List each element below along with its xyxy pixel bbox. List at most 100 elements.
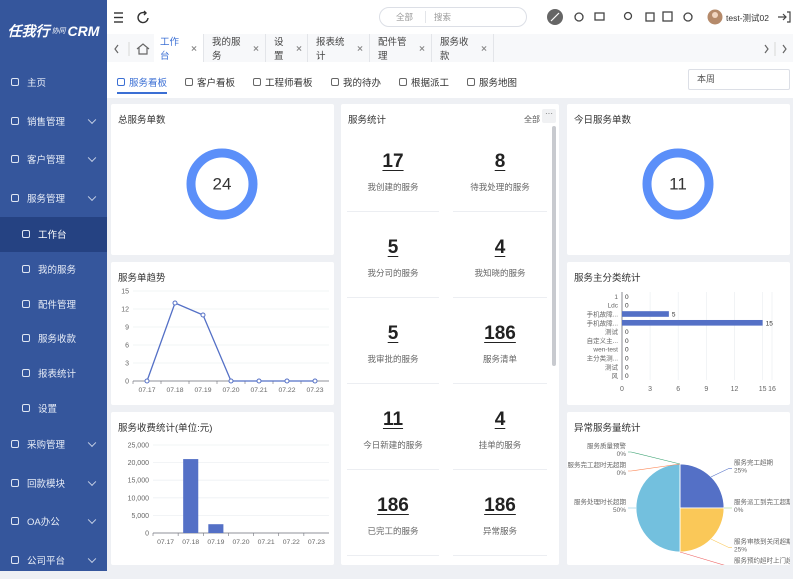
stat-value: 186 xyxy=(484,323,516,345)
stat-cell[interactable]: 186服务清单 xyxy=(453,305,547,384)
sub-nav-item[interactable]: 服务看板 xyxy=(117,72,167,94)
y-tick-label: 0 xyxy=(125,379,129,386)
nav-label: 工作台 xyxy=(38,227,67,241)
nav-subitem[interactable]: 我的服务 xyxy=(0,252,107,287)
header-icons[interactable] xyxy=(545,7,705,27)
x-tick-label: 07.17 xyxy=(157,539,174,546)
stats-filter[interactable]: 全部 xyxy=(524,114,540,125)
tab-close[interactable] xyxy=(191,45,197,51)
x-tick-label: 07.20 xyxy=(232,539,249,546)
stat-cell[interactable]: 8待我处理的服务 xyxy=(453,133,547,212)
nav-chevron xyxy=(88,554,96,562)
top-bar: 全部 搜索 test-测试02 xyxy=(107,0,793,35)
nav-item[interactable]: 销售管理 xyxy=(0,102,107,141)
avatar[interactable] xyxy=(707,9,723,25)
tab[interactable]: 工作台 xyxy=(154,34,204,62)
stat-cell[interactable]: 17我创建的服务 xyxy=(347,133,439,212)
x-tick-label: 07.18 xyxy=(166,387,183,394)
tab-close[interactable] xyxy=(253,45,259,51)
nav-icon xyxy=(11,117,19,125)
search-input[interactable]: 搜索 xyxy=(426,11,451,23)
nav-icon xyxy=(11,440,19,448)
stat-value: 4 xyxy=(495,409,506,431)
tab[interactable]: 服务收款 xyxy=(434,34,494,62)
y-tick-label: Ldc xyxy=(608,303,619,310)
slice-value-label: 25% xyxy=(734,467,747,474)
search-box[interactable]: 全部 搜索 xyxy=(379,7,527,27)
nav-subitem[interactable]: 报表统计 xyxy=(0,356,107,391)
sub-nav-label: 我的待办 xyxy=(343,75,381,89)
y-tick-label: 6 xyxy=(125,343,129,350)
stat-cell[interactable]: 5我审批的服务 xyxy=(347,305,439,384)
stat-value: 4 xyxy=(495,237,506,259)
x-tick-label: 0 xyxy=(620,386,624,393)
user-name[interactable]: test-测试02 xyxy=(726,12,769,24)
nav-item[interactable]: 客户管理 xyxy=(0,140,107,179)
nav-subitem[interactable]: 配件管理 xyxy=(0,286,107,321)
stat-cell[interactable]: 11今日新建的服务 xyxy=(347,391,439,470)
sidebar: 任我行 协同 CRM 主页销售管理客户管理服务管理工作台我的服务配件管理服务收款… xyxy=(0,0,107,571)
nav-icon xyxy=(11,517,19,525)
sub-nav-icon xyxy=(399,78,407,86)
more-button[interactable]: ··· xyxy=(542,109,556,123)
x-tick-label: 07.17 xyxy=(138,387,155,394)
nav-subitem[interactable]: 工作台 xyxy=(0,217,107,252)
tab-close[interactable] xyxy=(419,45,425,51)
value-label: 15 xyxy=(766,320,774,327)
y-tick-label: 20,000 xyxy=(128,460,150,467)
tab-close[interactable] xyxy=(481,45,487,51)
x-tick-label: 15 xyxy=(759,386,767,393)
stat-cell[interactable]: 4挂单的服务 xyxy=(453,391,547,470)
sub-nav-item[interactable]: 服务地图 xyxy=(467,72,517,92)
period-select[interactable]: 本周 xyxy=(688,69,790,90)
tab-label: 我的服务 xyxy=(212,34,248,62)
bar xyxy=(208,524,223,533)
sub-nav-item[interactable]: 客户看板 xyxy=(185,72,235,92)
stat-label: 已完工的服务 xyxy=(367,525,418,537)
tab[interactable]: 报表统计 xyxy=(310,34,370,62)
donut: 24 xyxy=(111,104,334,255)
tab-close[interactable] xyxy=(357,45,363,51)
nav-item[interactable]: 公司平台 xyxy=(0,541,107,579)
stat-cell[interactable]: 186异常服务 xyxy=(453,477,547,556)
tab[interactable]: 我的服务 xyxy=(206,34,266,62)
x-tick-label: 07.20 xyxy=(222,387,239,394)
nav-item[interactable]: 主页 xyxy=(0,63,107,102)
value-label: 0 xyxy=(625,303,629,310)
tab[interactable]: 设置 xyxy=(268,34,308,62)
y-tick-label: 10,000 xyxy=(128,495,150,502)
nav-item[interactable]: 服务管理 xyxy=(0,179,107,218)
x-tick-label: 6 xyxy=(676,386,680,393)
nav-label: 服务管理 xyxy=(27,191,65,205)
x-tick-label: 07.22 xyxy=(283,539,300,546)
nav-subitem[interactable]: 服务收款 xyxy=(0,321,107,356)
label-line xyxy=(628,464,680,471)
sub-nav-item[interactable]: 我的待办 xyxy=(331,72,381,92)
point xyxy=(201,313,205,317)
nav-subitem[interactable]: 设置 xyxy=(0,391,107,426)
stat-cell[interactable]: 4我知晓的服务 xyxy=(453,219,547,298)
nav-label: 销售管理 xyxy=(27,114,65,128)
chart: 服务完工超期25%服务派工到完工超期0%服务审核到关闭超期25%服务预约超时上门… xyxy=(567,412,790,565)
nav-item[interactable]: 回款模块 xyxy=(0,464,107,503)
logo: 任我行 协同 CRM xyxy=(0,0,107,62)
tab[interactable]: 配件管理 xyxy=(372,34,432,62)
y-tick-label: 自定义主... xyxy=(587,336,619,345)
tab-scroll-icons[interactable] xyxy=(755,42,791,56)
stat-cell[interactable]: 5我分司的服务 xyxy=(347,219,439,298)
sub-nav-item[interactable]: 根据派工 xyxy=(399,72,449,92)
sub-nav: 本周 服务看板客户看板工程师看板 我的待办 根据派工服务地图 xyxy=(107,62,793,98)
toolbar-icons[interactable] xyxy=(113,10,153,26)
tab-close[interactable] xyxy=(296,45,301,51)
stat-cell[interactable]: 186已完工的服务 xyxy=(347,477,439,556)
card-title: 服务主分类统计 xyxy=(574,270,641,284)
nav-chevron xyxy=(88,516,96,524)
tab-nav-icons[interactable] xyxy=(113,42,153,56)
logout-icon[interactable] xyxy=(777,11,791,23)
sub-nav-item[interactable]: 工程师看板 xyxy=(253,72,313,92)
tab-label: 服务收款 xyxy=(440,34,476,62)
nav-item[interactable]: OA办公 xyxy=(0,502,107,541)
search-scope[interactable]: 全部 xyxy=(380,11,426,23)
nav-icon xyxy=(11,556,19,564)
nav-item[interactable]: 采购管理 xyxy=(0,425,107,464)
